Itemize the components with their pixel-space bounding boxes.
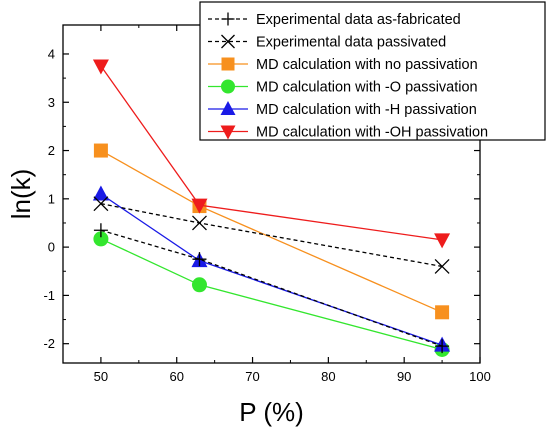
plus-marker — [221, 12, 235, 26]
legend-item: Experimental data as-fabricated — [208, 12, 461, 28]
axes-layer: 50 60 70 80 90 100 -2 -1 0 1 2 3 4 — [43, 25, 491, 384]
series-layer — [92, 59, 451, 357]
triangle-up-marker — [220, 101, 236, 115]
series-line — [100, 149, 443, 313]
legend: Experimental data as-fabricated Experimen… — [199, 1, 546, 141]
series-2 — [93, 196, 450, 274]
y-tick-label: -1 — [43, 288, 55, 303]
series-4 — [93, 231, 450, 357]
y-tick-label: -2 — [43, 336, 55, 351]
legend-item: MD calculation with -OH passivation — [208, 125, 488, 141]
x-axis-title: P (%) — [239, 397, 304, 427]
cross-marker — [434, 258, 450, 274]
y-tick-label: 4 — [48, 46, 55, 61]
legend-box — [199, 1, 546, 141]
series-line — [100, 229, 443, 347]
series-6 — [92, 59, 451, 249]
series-line — [100, 193, 443, 346]
series-3 — [93, 143, 450, 320]
square-marker — [93, 143, 108, 158]
series-5 — [92, 185, 451, 352]
x-tick-label: 90 — [397, 369, 411, 384]
legend-label: MD calculation with -O passivation — [256, 80, 478, 96]
square-marker — [221, 57, 235, 71]
triangle-down-marker — [92, 59, 109, 75]
x-tick-label: 50 — [94, 369, 108, 384]
legend-item: MD calculation with -H passivation — [208, 101, 477, 118]
square-marker — [435, 305, 450, 320]
y-tick-label: 3 — [48, 95, 55, 110]
legend-label: Experimental data passivated — [256, 35, 446, 51]
plus-marker — [192, 252, 207, 267]
legend-label: MD calculation with -H passivation — [256, 102, 477, 118]
triangle-down-marker — [191, 198, 208, 214]
legend-label: MD calculation with -OH passivation — [256, 125, 488, 141]
x-tick-label: 80 — [321, 369, 335, 384]
legend-item: Experimental data passivated — [208, 35, 446, 51]
plus-marker — [93, 223, 108, 238]
legend-label: Experimental data as-fabricated — [256, 12, 461, 28]
legend-label: MD calculation with no passivation — [256, 57, 478, 73]
cross-marker — [192, 215, 207, 231]
triangle-down-marker — [434, 233, 451, 249]
cross-marker — [221, 34, 235, 49]
y-tick-label: 2 — [48, 143, 55, 158]
x-tick-label: 60 — [169, 369, 183, 384]
circle-marker — [191, 277, 207, 293]
cross-marker — [93, 196, 109, 212]
circle-marker — [221, 79, 235, 94]
triangle-up-marker — [92, 185, 109, 201]
plus-marker — [435, 339, 450, 354]
x-tick-label: 100 — [469, 369, 491, 384]
series-line — [100, 203, 443, 268]
series-line — [100, 238, 443, 351]
y-tick-label: 0 — [48, 240, 55, 255]
x-tick-label: 70 — [245, 369, 259, 384]
series-1 — [93, 223, 450, 354]
legend-item: MD calculation with -O passivation — [208, 79, 478, 96]
circle-marker — [93, 231, 109, 247]
triangle-down-marker — [220, 125, 236, 140]
y-axis-title: ln(k) — [6, 169, 36, 220]
legend-item: MD calculation with no passivation — [208, 57, 478, 73]
y-tick-label: 1 — [48, 191, 55, 206]
